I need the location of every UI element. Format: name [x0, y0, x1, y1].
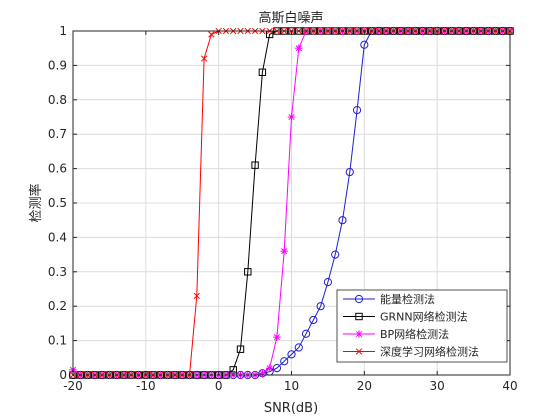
- data-point: [301, 329, 311, 338]
- data-point: [200, 55, 208, 62]
- data-point: [193, 292, 200, 300]
- legend-entry: BP网络检测法: [343, 327, 449, 341]
- legend-label: GRNN网络检测法: [380, 310, 468, 324]
- data-point: [258, 369, 267, 378]
- y-tick-label: 0.1: [48, 334, 67, 348]
- marker-circle: [294, 343, 303, 352]
- data-point: [236, 345, 245, 353]
- marker-stroke: [193, 292, 200, 300]
- marker-circle: [280, 357, 289, 366]
- data-point: [273, 333, 281, 341]
- marker-stroke: [208, 31, 215, 38]
- x-tick-label: 30: [430, 379, 445, 393]
- legend-box: [336, 289, 508, 363]
- data-point: [323, 278, 333, 287]
- marker-circle: [323, 278, 333, 287]
- marker-circle: [331, 250, 340, 259]
- marker-circle: [352, 106, 362, 115]
- data-point: [280, 247, 289, 255]
- legend-entry: 能量检测法: [343, 292, 435, 306]
- data-point: [352, 106, 362, 115]
- marker-stroke: [200, 55, 208, 62]
- y-tick-label: 0.4: [48, 230, 67, 244]
- y-tick-label: 0.9: [48, 58, 67, 72]
- legend-marker: [354, 294, 364, 304]
- marker-circle: [338, 216, 347, 225]
- marker-square: [355, 312, 363, 321]
- data-point: [244, 268, 252, 276]
- data-point: [338, 216, 347, 225]
- y-tick-label: 0.5: [48, 196, 67, 210]
- marker-circle: [360, 40, 369, 49]
- marker-stroke: [266, 365, 273, 372]
- marker-circle: [301, 329, 311, 338]
- marker-stroke: [281, 248, 288, 255]
- marker-circle: [287, 350, 296, 359]
- legend-label: 能量检测法: [380, 292, 435, 306]
- marker-stroke: [355, 330, 363, 338]
- data-point: [265, 364, 274, 372]
- y-tick-label: 0.7: [48, 127, 67, 141]
- x-tick-label: 20: [357, 379, 372, 393]
- data-point: [360, 40, 369, 49]
- marker-circle: [316, 302, 325, 311]
- chart-title: 高斯白噪声: [258, 10, 323, 26]
- legend-marker: [355, 348, 363, 355]
- data-point: [287, 350, 296, 359]
- legend-entry: 深度学习网络检测法: [343, 345, 479, 359]
- x-tick-label: 0: [215, 379, 223, 393]
- marker-square: [251, 161, 259, 169]
- x-tick-label: 40: [502, 379, 517, 393]
- marker-circle: [354, 294, 364, 304]
- data-point: [280, 357, 289, 366]
- data-point: [294, 343, 303, 352]
- y-tick-label: 0: [59, 368, 67, 382]
- legend-entry: GRNN网络检测法: [343, 310, 468, 324]
- data-point: [309, 315, 318, 325]
- data-point: [331, 250, 340, 259]
- y-tick-label: 0.6: [48, 162, 67, 176]
- marker-stroke: [288, 113, 295, 121]
- data-point: [294, 44, 303, 52]
- marker-circle: [345, 167, 354, 177]
- legend-marker: [355, 330, 363, 338]
- legend-marker: [355, 312, 363, 321]
- data-point: [287, 113, 296, 121]
- y-tick-label: 0.3: [48, 265, 67, 279]
- x-tick-label: -10: [136, 379, 156, 393]
- x-tick-label: 10: [284, 379, 299, 393]
- y-tick-label: 1: [59, 24, 67, 38]
- x-tick-label: -20: [63, 379, 83, 393]
- data-point: [316, 302, 325, 311]
- data-point: [251, 161, 259, 169]
- y-axis-label: 检测率: [28, 183, 44, 222]
- data-point: [208, 31, 215, 38]
- x-axis-label: SNR(dB): [264, 401, 318, 416]
- data-point: [258, 68, 267, 76]
- marker-stroke: [295, 45, 302, 52]
- legend-label: BP网络检测法: [380, 327, 449, 341]
- data-point: [345, 167, 354, 177]
- ticks: -20 -10 0 10 20 30 40 0 0.1 0.2 0.3 0.4 0.5 0.6 0.7 0.8…: [48, 24, 518, 393]
- marker-stroke: [355, 348, 363, 355]
- y-tick-label: 0.2: [48, 299, 67, 313]
- marker-square: [236, 345, 245, 353]
- legend-label: 深度学习网络检测法: [380, 345, 479, 359]
- marker-stroke: [273, 334, 280, 341]
- marker-square: [244, 268, 252, 276]
- y-tick-label: 0.8: [48, 93, 67, 107]
- marker-square: [258, 68, 267, 76]
- marker-circle: [309, 315, 318, 325]
